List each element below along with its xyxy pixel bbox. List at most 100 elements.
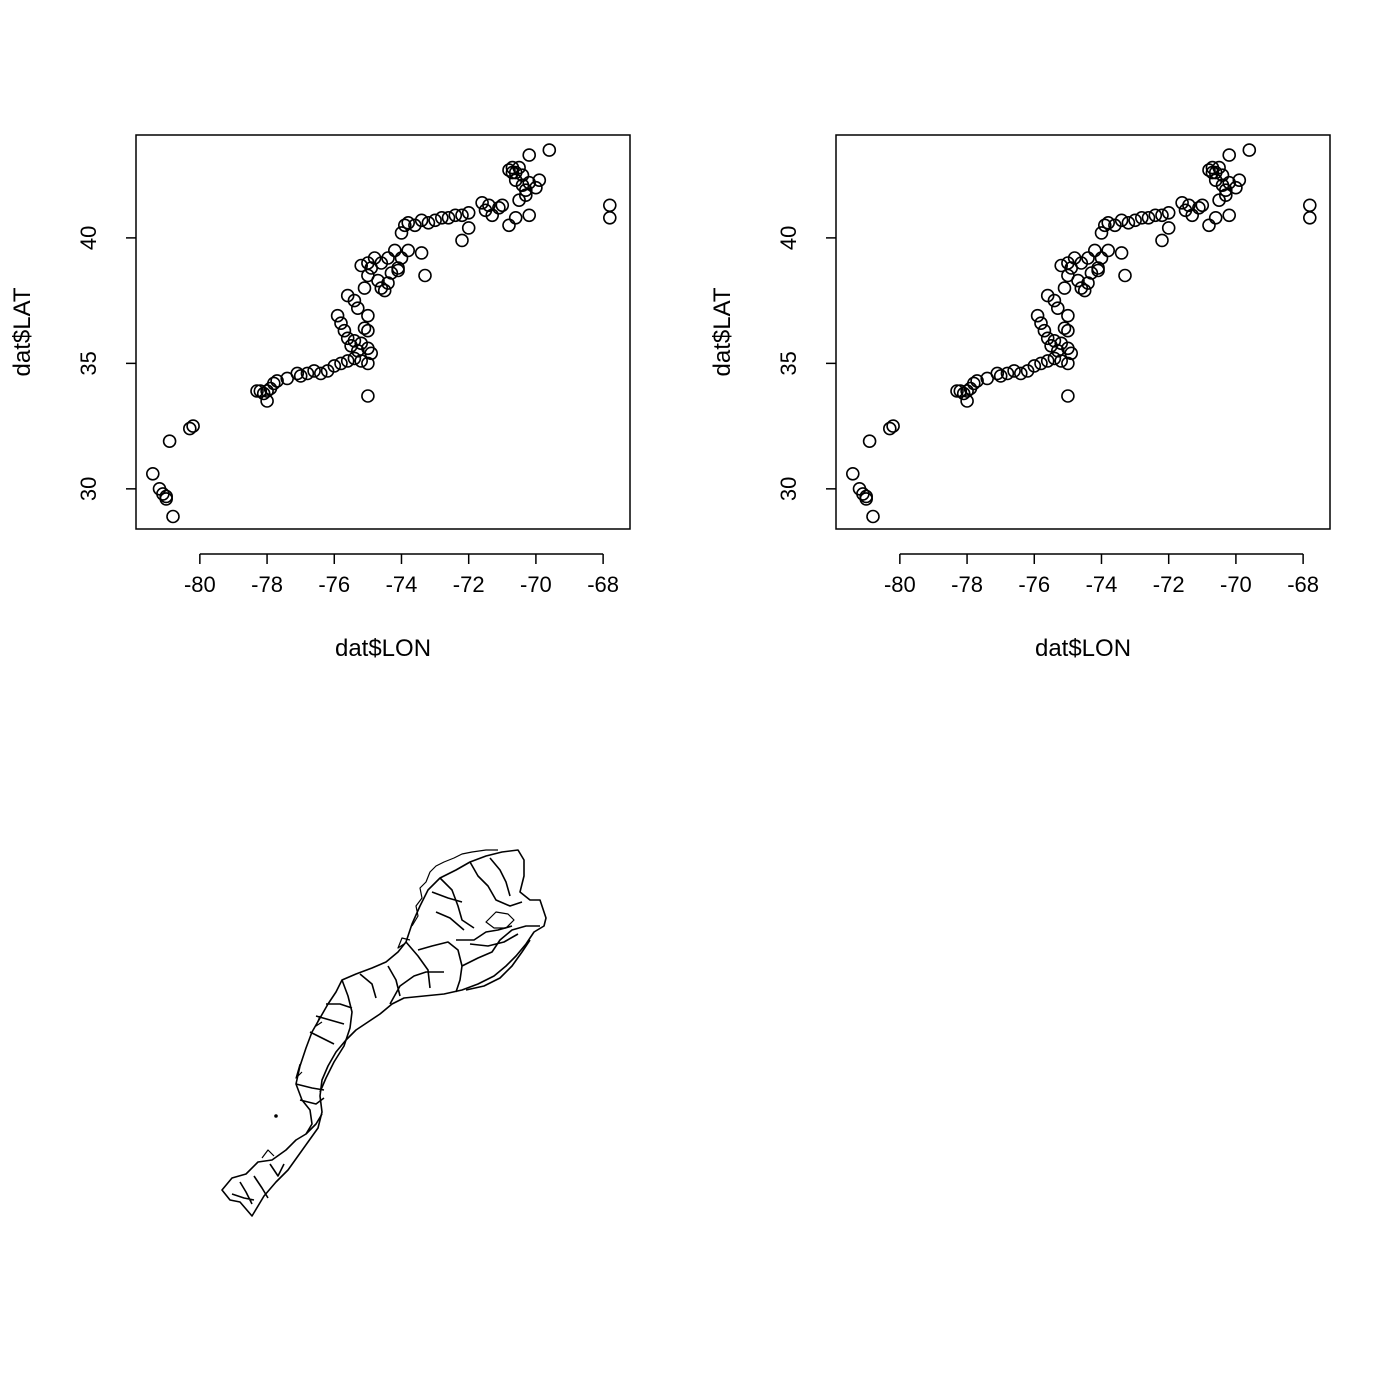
data-point [1161,221,1176,235]
data-point [162,434,177,449]
data-point [485,208,500,223]
data-point [1057,281,1072,295]
data-point [1030,308,1045,323]
x-tick-label: -68 [587,572,619,597]
data-point [350,301,365,316]
data-point [1098,218,1112,233]
data-point [1034,316,1048,331]
data-point [401,216,416,230]
data-point [455,208,469,223]
data-point [461,206,476,220]
data-point [859,489,874,504]
y-axis: 30 35 40 [776,226,836,501]
x-tick-label: -74 [386,572,418,597]
data-point [434,211,449,225]
data-point [1101,243,1115,258]
data-point [515,168,530,182]
data-point [354,258,369,273]
data-point [1192,201,1206,215]
data-point [448,208,463,223]
x-tick-label: -72 [1153,572,1185,597]
scatter-panel-2: -80 -78 -76 -74 -72 -70 -68 30 35 40 dat$LON dat… [709,134,1331,662]
data-point [364,346,379,361]
data-point [1081,276,1095,290]
y-tick-label: 30 [76,477,101,501]
data-point [1229,180,1243,195]
data-point [421,216,436,230]
data-point [1000,366,1015,381]
data-point [401,243,416,258]
data-point [1057,321,1072,336]
data-point [1088,243,1102,258]
y-axis-title: dat$LAT [9,287,36,376]
data-point [602,198,617,213]
scatter-panel-1: -80 -78 -76 -74 -72 -70 -68 30 35 40 dat$LON dat… [9,134,631,662]
data-point [1185,208,1199,223]
region-outline-map [221,849,547,1217]
data-point [260,384,274,398]
y-tick-label: 40 [776,226,801,250]
data-point [970,374,984,388]
data-point [508,211,523,225]
data-point [455,233,469,248]
data-point [1303,198,1317,213]
data-point [960,394,974,408]
data-point [1047,351,1062,366]
data-point [866,509,880,524]
data-point [300,366,315,381]
data-point [334,316,348,331]
data-point [542,143,557,157]
data-point [1114,246,1129,260]
map-island-dot [274,1114,278,1118]
data-point [340,354,355,368]
data-point [1242,143,1257,157]
x-tick-label: -70 [1220,572,1252,597]
data-point [1054,258,1068,273]
data-point [529,180,543,195]
data-point [340,331,355,346]
data-point [260,394,274,408]
data-point [1051,301,1065,316]
data-point [1094,251,1109,265]
data-point [1175,196,1189,210]
y-tick-label: 30 [776,477,801,501]
y-tick-label: 35 [776,351,801,375]
data-point [166,509,180,524]
data-point [1208,173,1223,187]
plot-frame [835,134,1331,530]
data-point [1215,168,1230,182]
data-point [1205,160,1220,175]
data-point [357,321,372,336]
y-axis-title: dat$LAT [709,287,736,376]
data-point [518,188,533,202]
data-point [482,198,496,213]
data-point [886,419,900,433]
y-tick-label: 35 [76,351,101,375]
data-point [461,221,476,235]
data-point [1219,183,1233,197]
x-tick-label: -68 [1287,572,1319,597]
data-point [1094,226,1109,240]
data-point [414,213,429,228]
plot-frame [135,134,631,530]
x-tick-label: -80 [184,572,216,597]
data-point [993,369,1008,383]
x-tick-label: -78 [251,572,283,597]
data-point [1202,218,1216,233]
data-point [1208,211,1223,225]
data-point [1128,213,1142,228]
data-point [381,251,395,265]
scatter-points [845,143,1317,524]
data-point [1195,198,1210,213]
x-axis: -80 -78 -76 -74 -72 -70 -68 [184,553,619,597]
data-point [1101,216,1115,230]
data-point [293,369,308,383]
data-point [361,323,375,338]
data-point [1027,359,1042,373]
data-point [1135,211,1149,225]
data-point [250,384,264,398]
data-point [350,343,365,358]
data-point [347,351,362,366]
data-point [522,208,537,223]
